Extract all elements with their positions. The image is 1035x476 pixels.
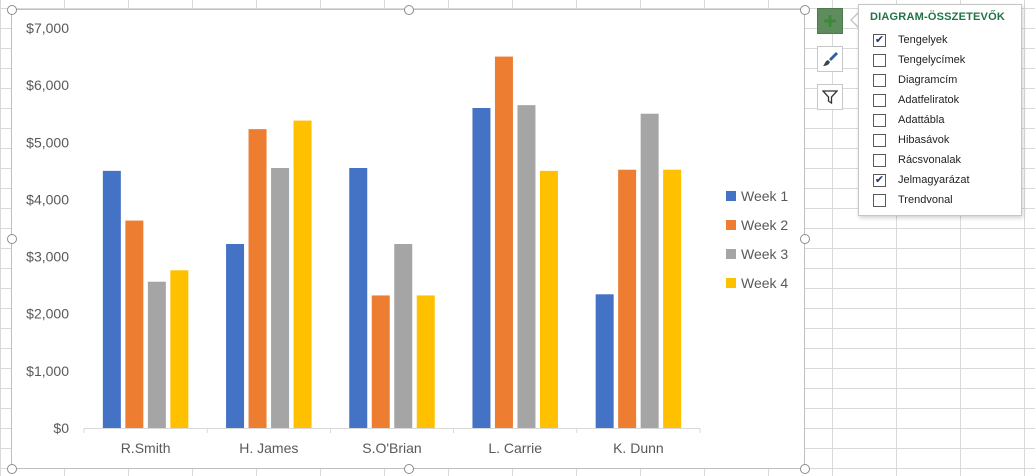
x-tick-label: K. Dunn — [613, 440, 664, 456]
y-tick-label: $2,000 — [26, 306, 69, 322]
legend-swatch — [726, 220, 736, 230]
chart-element-option[interactable]: Adatfeliratok — [873, 90, 1019, 110]
chart-element-option[interactable]: Tengelycímek — [873, 50, 1019, 70]
resize-handle-middle-right[interactable] — [800, 234, 810, 244]
legend-label: Week 1 — [741, 188, 788, 204]
chart-filters-button[interactable] — [817, 84, 843, 110]
bar — [371, 295, 390, 428]
legend-label: Week 4 — [741, 275, 788, 291]
resize-handle-middle-left[interactable] — [7, 234, 17, 244]
chart-element-option-label: Hibasávok — [898, 134, 950, 146]
resize-handle-top-left[interactable] — [7, 5, 17, 15]
panel-title: DIAGRAM-ÖSSZETEVŐK — [870, 11, 1005, 23]
checkbox[interactable] — [873, 93, 886, 107]
chart-element-option[interactable]: ✔ Jelmagyarázat — [873, 170, 1019, 190]
x-tick-label: S.O'Brian — [362, 440, 421, 456]
bar — [349, 168, 368, 428]
chart-styles-button[interactable] — [817, 46, 843, 72]
checkbox-checked[interactable]: ✔ — [873, 173, 886, 187]
y-tick-label: $4,000 — [26, 191, 69, 207]
y-tick-label: $0 — [53, 420, 69, 436]
legend-swatch — [726, 278, 736, 288]
bar — [416, 295, 435, 428]
bar — [595, 294, 614, 428]
bar — [147, 281, 166, 428]
checkbox[interactable] — [873, 133, 886, 147]
checkbox-checked[interactable]: ✔ — [873, 33, 886, 47]
bar — [539, 170, 558, 428]
bar — [102, 170, 121, 428]
chart-element-option-label: Rácsvonalak — [898, 154, 961, 166]
bar — [226, 244, 245, 428]
resize-handle-bottom-center[interactable] — [404, 464, 414, 474]
chart-element-option-label: Adatfeliratok — [898, 94, 960, 106]
chart-element-option[interactable]: Diagramcím — [873, 70, 1019, 90]
checkbox[interactable] — [873, 153, 886, 167]
bar — [640, 113, 659, 428]
bar — [293, 120, 312, 429]
checkbox[interactable] — [873, 73, 886, 87]
legend-swatch — [726, 249, 736, 259]
plus-icon — [824, 15, 836, 27]
chart-element-option[interactable]: Rácsvonalak — [873, 150, 1019, 170]
chart-elements-button[interactable] — [817, 8, 843, 34]
bar — [494, 56, 513, 428]
filter-icon — [822, 90, 838, 105]
resize-handle-top-center[interactable] — [404, 5, 414, 15]
bar — [618, 169, 637, 428]
bar — [271, 168, 290, 428]
chart-element-option-label: Tengelycímek — [898, 54, 966, 66]
chart-element-option[interactable]: ✔ Tengelyek — [873, 30, 1019, 50]
chart-element-option-label: Trendvonal — [898, 194, 953, 206]
legend-swatch — [726, 191, 736, 201]
column-chart: $0 $1,000 $2,000 $3,000 $4,000 $5,000 $6,000 $7… — [26, 20, 788, 456]
chart-element-option-label: Tengelyek — [898, 34, 948, 46]
bar — [170, 270, 189, 428]
bar — [517, 105, 536, 429]
checkbox[interactable] — [873, 53, 886, 67]
x-tick-label: H. James — [239, 440, 298, 456]
y-tick-label: $1,000 — [26, 363, 69, 379]
resize-handle-top-right[interactable] — [800, 5, 810, 15]
bar — [663, 169, 682, 428]
bar — [472, 108, 491, 428]
chart-area[interactable]: $0 $1,000 $2,000 $3,000 $4,000 $5,000 $6,000 $7… — [11, 9, 805, 469]
y-tick-label: $6,000 — [26, 77, 69, 93]
bar — [394, 244, 413, 428]
bar — [248, 129, 267, 428]
x-tick-label: L. Carrie — [488, 440, 542, 456]
x-tick-label: R.Smith — [121, 440, 171, 456]
chart-element-option[interactable]: Adattábla — [873, 110, 1019, 130]
chart-element-option-label: Diagramcím — [898, 74, 958, 86]
resize-handle-bottom-right[interactable] — [800, 464, 810, 474]
chart-element-option[interactable]: Hibasávok — [873, 130, 1019, 150]
chart-element-option[interactable]: Trendvonal — [873, 190, 1019, 210]
chart-elements-panel: DIAGRAM-ÖSSZETEVŐK ✔ Tengelyek Tengelycíme… — [858, 4, 1022, 216]
y-tick-label: $5,000 — [26, 134, 69, 150]
checkbox[interactable] — [873, 193, 886, 207]
legend-label: Week 3 — [741, 246, 788, 262]
y-tick-label: $7,000 — [26, 20, 69, 36]
brush-icon — [823, 52, 838, 66]
legend-label: Week 2 — [741, 217, 788, 233]
resize-handle-bottom-left[interactable] — [7, 464, 17, 474]
y-tick-label: $3,000 — [26, 249, 69, 265]
bar — [125, 220, 144, 428]
checkbox[interactable] — [873, 113, 886, 127]
chart-element-option-label: Adattábla — [898, 114, 945, 126]
chart-element-option-label: Jelmagyarázat — [898, 174, 970, 186]
